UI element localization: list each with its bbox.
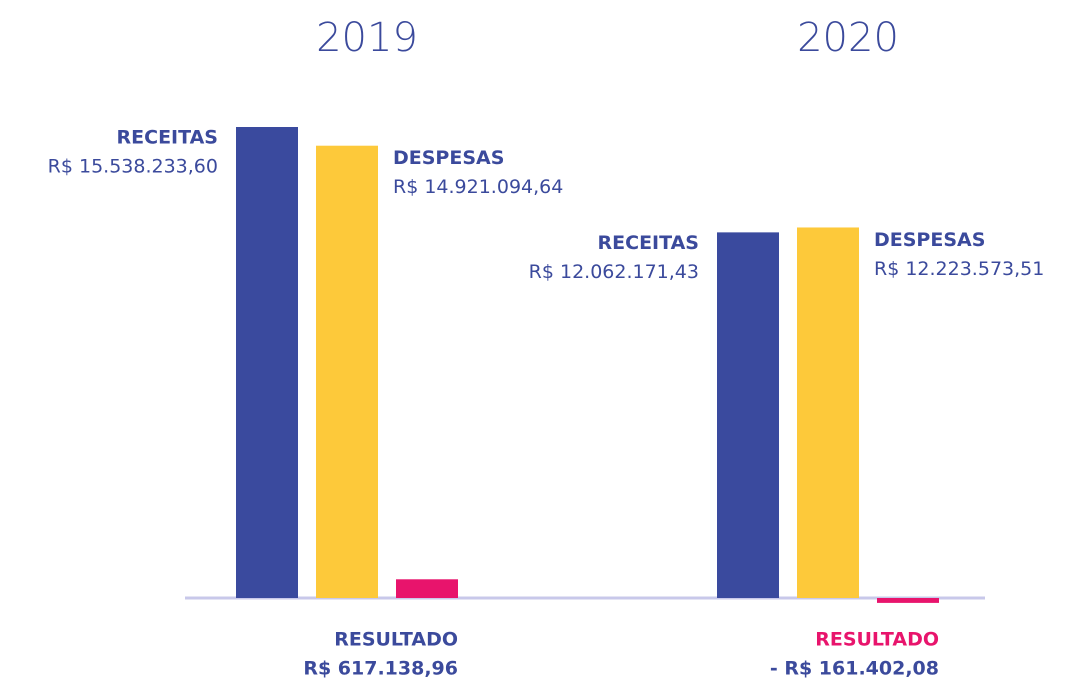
bar [396,579,458,598]
value-label: R$ 12.062.171,43 [529,261,699,283]
bar [877,598,939,603]
series-name: DESPESAS [393,147,504,169]
year-label: 2020 [797,15,899,61]
bar [236,127,298,598]
value-label: R$ 14.921.094,64 [393,176,563,198]
series-name: RECEITAS [598,232,699,254]
value-label: R$ 15.538.233,60 [48,156,218,178]
value-label: R$ 617.138,96 [303,658,458,680]
bar [316,145,378,599]
value-label: - R$ 161.402,08 [770,658,939,680]
year-label: 2019 [316,15,418,61]
series-name: RESULTADO [815,629,939,651]
value-label: R$ 12.223.573,51 [874,258,1044,280]
series-name: DESPESAS [874,229,985,251]
bar [797,227,859,599]
bar [717,232,779,598]
series-name: RESULTADO [334,629,458,651]
series-name: RECEITAS [117,127,218,149]
